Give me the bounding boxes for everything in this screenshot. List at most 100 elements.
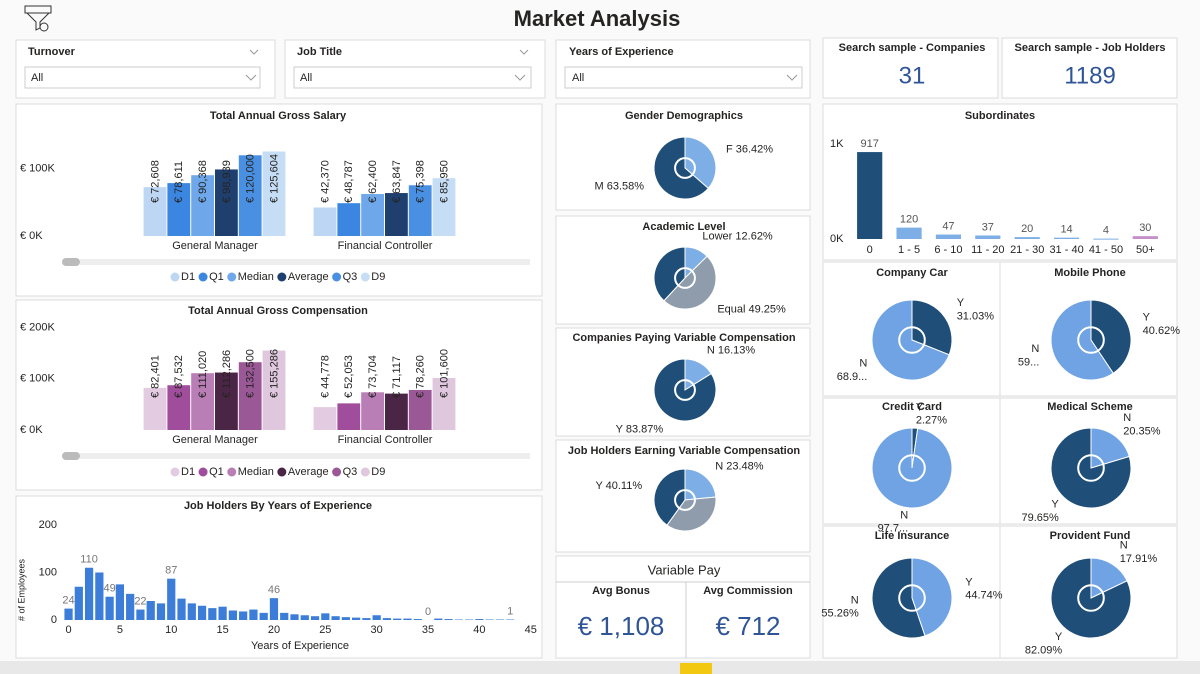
filter-icon[interactable] <box>24 5 52 32</box>
bar <box>156 603 166 620</box>
filter-value[interactable]: All <box>300 72 312 84</box>
data-label: 37 <box>982 221 994 233</box>
value-label: 17.91% <box>1120 553 1158 565</box>
data-label: € 63,847 <box>391 160 403 203</box>
x-tick-label: 11 - 20 <box>971 244 1004 256</box>
y-tick-label: € 200K <box>20 322 56 334</box>
y-tick-label: 0 <box>51 614 57 626</box>
data-label: Lower 12.62% <box>702 230 773 242</box>
icon <box>674 267 696 289</box>
data-label: € 87,532 <box>173 355 185 398</box>
filter-label[interactable]: Years of Experience <box>569 46 674 58</box>
x-tick-label: General Manager <box>172 240 258 252</box>
bar <box>385 193 408 236</box>
x-axis-title: Years of Experience <box>251 640 349 652</box>
bar <box>313 207 337 236</box>
category-label: Y <box>1055 631 1063 643</box>
bar <box>361 392 384 430</box>
scroll-track <box>80 453 530 459</box>
value-label: 44.74% <box>965 590 1003 602</box>
category-label: N <box>715 461 723 473</box>
data-label: € 52,053 <box>343 355 355 398</box>
data-label: N 16.13% <box>707 345 756 357</box>
pie-slice <box>653 468 686 526</box>
category-label: N <box>1123 412 1131 424</box>
bar <box>239 611 248 620</box>
bar <box>475 619 484 620</box>
category-label: Y <box>916 401 924 413</box>
chart-title: Credit Card <box>882 401 942 413</box>
x-tick-label: 25 <box>319 624 331 636</box>
filter-value[interactable]: All <box>31 72 43 84</box>
data-label: Y 79.65% <box>1021 499 1059 524</box>
page-title: Market Analysis <box>514 6 681 31</box>
kpi-value: € 712 <box>715 611 780 641</box>
chart-title: Company Car <box>876 267 948 279</box>
legend-marker <box>198 272 208 282</box>
bar <box>238 362 262 430</box>
filter-label[interactable]: Job Title <box>297 46 342 58</box>
data-label: N 97.7... <box>878 509 909 534</box>
value-label: 49.25% <box>749 303 787 315</box>
data-label: N 20.35% <box>1123 412 1161 437</box>
bar <box>280 612 289 620</box>
kpi-label: Avg Bonus <box>592 585 650 597</box>
chart-title: Academic Level <box>642 221 725 233</box>
data-label: N 68.9... <box>837 358 868 383</box>
page-tab[interactable] <box>680 663 712 674</box>
pie-slice <box>1090 427 1130 469</box>
chart-title: Mobile Phone <box>1054 267 1126 279</box>
icon <box>674 379 696 401</box>
pie-slice <box>653 358 717 422</box>
bar <box>136 609 145 620</box>
x-tick-label: 35 <box>422 624 434 636</box>
legend-label: Average <box>288 271 329 283</box>
bar <box>896 227 922 239</box>
filters <box>24 49 803 89</box>
data-label: 20 <box>1021 223 1033 235</box>
bar <box>310 616 320 620</box>
filter-label[interactable]: Turnover <box>28 46 76 58</box>
data-label: 30 <box>1139 222 1151 234</box>
legend-label: Q3 <box>343 271 358 283</box>
value-label: 97.7... <box>878 522 909 534</box>
bar <box>167 578 176 620</box>
bar <box>300 615 309 620</box>
y-tick-label: 0K <box>830 233 844 245</box>
data-label: € 82,401 <box>149 355 161 398</box>
legend-label: Median <box>238 466 274 478</box>
data-label: 110 <box>80 554 98 566</box>
chart-title: Job Holders By Years of Experience <box>184 500 372 512</box>
data-label: 47 <box>942 220 954 232</box>
pie-slice <box>1050 427 1132 509</box>
card-label: Search sample - Job Holders <box>1015 42 1166 54</box>
bar <box>228 610 237 620</box>
bar <box>167 385 191 430</box>
icon <box>674 489 696 511</box>
data-label: 1 <box>507 605 513 617</box>
x-tick-label: General Manager <box>172 434 258 446</box>
x-tick-label: Financial Controller <box>338 240 433 252</box>
value-label: 68.9... <box>837 371 868 383</box>
bar <box>218 606 227 620</box>
bar <box>177 598 186 620</box>
data-label: € 78,260 <box>415 355 427 398</box>
y-tick-label: € 0K <box>20 424 43 436</box>
bar <box>361 194 384 236</box>
data-label: 0 <box>425 606 431 618</box>
chart-title: Medical Scheme <box>1047 401 1133 413</box>
variable-pay-title: Variable Pay <box>648 562 721 577</box>
bar <box>146 601 155 620</box>
bar <box>84 567 94 620</box>
legend-marker <box>360 467 370 477</box>
scrollbar <box>62 452 80 460</box>
x-tick-label: 30 <box>371 624 383 636</box>
filter-value[interactable]: All <box>572 72 584 84</box>
pie-slice <box>653 246 686 302</box>
data-label: € 132,500 <box>245 349 257 398</box>
legend-marker <box>277 467 287 477</box>
icon <box>1077 326 1105 354</box>
bar <box>313 407 337 430</box>
bar <box>337 403 361 430</box>
